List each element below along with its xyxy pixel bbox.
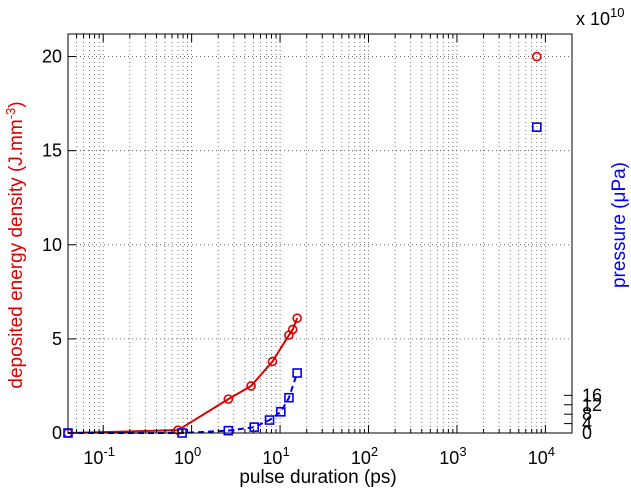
y-axis-left-label-sup: -3	[3, 108, 18, 120]
x-tick-label: 104	[528, 444, 555, 468]
x-tick-label-base: 10	[262, 448, 282, 468]
y-left-tick-label: 15	[42, 141, 62, 161]
y-left-tick-label: 0	[52, 423, 62, 443]
data-point-square	[284, 392, 294, 403]
x-tick-label-base: 10	[174, 448, 194, 468]
y-left-tick-label: 10	[42, 235, 62, 255]
x-tick-label-base: 10	[83, 448, 103, 468]
y-axis-right-exponent: x 1010	[576, 5, 625, 29]
data-point-square	[292, 368, 302, 378]
data-point-square	[532, 122, 542, 132]
y-right-tick-label: 8	[582, 404, 592, 424]
x-axis-label: pulse duration (ps)	[239, 467, 396, 488]
y-axis-right-label: pressure (μPa)	[609, 162, 630, 288]
x-tick-label-exponent: 4	[548, 444, 555, 459]
series-line-left	[67, 317, 299, 434]
y-right-tick-label: 4	[582, 414, 592, 434]
y-axis-left-label-close: )	[6, 101, 27, 107]
x-tick-label-base: 10	[351, 448, 371, 468]
x-tick-label-exponent: 0	[194, 444, 201, 459]
x-tick-label-exponent: 1	[282, 444, 289, 459]
right-exponent-base: x 10	[576, 9, 610, 29]
y-left-tick-labels: 0 5 10 15 20	[42, 47, 62, 443]
data-point-circle	[532, 51, 542, 62]
x-tick-labels: 10-1 100 101 102 103 104	[83, 444, 555, 468]
data-point-circle	[267, 356, 278, 367]
data-point-square	[276, 407, 286, 417]
data-point-square	[249, 422, 260, 432]
data-point-circle	[292, 313, 302, 323]
x-tick-label: 101	[262, 444, 289, 468]
y-axis-left-label: deposited energy density (J.mm-3)	[3, 101, 27, 388]
y-right-tick-label: 16	[582, 385, 602, 405]
data-point-circle	[287, 324, 298, 335]
x-tick-label: 103	[439, 444, 466, 468]
y-left-tick-label: 20	[42, 47, 62, 67]
y-axis-right-label-close: )	[609, 162, 630, 168]
data-point-circle	[246, 381, 256, 391]
y-axis-left-label-text: deposited energy density (J.mm	[6, 119, 27, 388]
x-tick-label-base: 10	[439, 448, 459, 468]
right-exponent-power: 10	[610, 5, 624, 20]
x-tick-label-exponent: 2	[371, 444, 378, 459]
y-left-tick-label: 5	[52, 329, 62, 349]
x-tick-label-exponent: -1	[103, 444, 115, 459]
y-right-tick-label: 12	[582, 395, 602, 415]
y-right-tick-label: 0	[582, 423, 592, 443]
data-point-square	[223, 425, 234, 436]
y-axis-right-label-unit: μPa	[609, 168, 630, 203]
y-axis-right-label-text: pressure (	[609, 202, 630, 288]
x-tick-label: 10-1	[83, 444, 115, 468]
x-tick-label: 102	[351, 444, 378, 468]
x-tick-label-exponent: 3	[459, 444, 466, 459]
x-tick-label: 100	[174, 444, 201, 468]
plot-frame	[67, 33, 573, 434]
ticks	[67, 34, 573, 434]
x-tick-label-base: 10	[528, 448, 548, 468]
data-point-circle	[223, 394, 234, 404]
data-point-square	[264, 415, 275, 425]
